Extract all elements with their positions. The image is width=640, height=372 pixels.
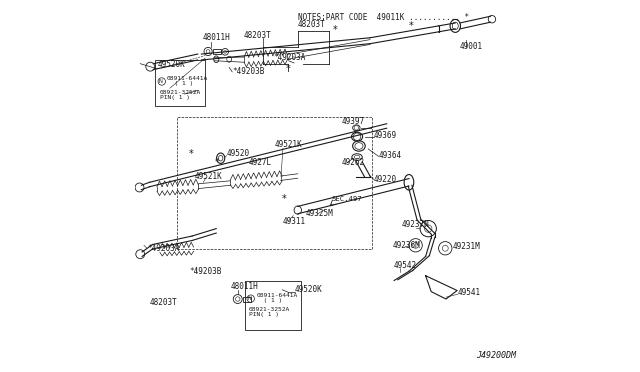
- Bar: [245, 281, 301, 330]
- Text: *49203A: *49203A: [273, 53, 305, 62]
- Bar: [213, 49, 221, 54]
- Text: *: *: [409, 20, 413, 31]
- Text: 49220: 49220: [374, 174, 397, 183]
- Text: 49520: 49520: [227, 149, 250, 158]
- Text: 08921-3252A: 08921-3252A: [160, 90, 201, 95]
- Text: *49203A: *49203A: [147, 244, 179, 253]
- Text: 49311: 49311: [282, 217, 305, 226]
- Text: 49521K: 49521K: [275, 141, 303, 150]
- Text: 49541: 49541: [458, 288, 481, 297]
- Text: *: *: [215, 158, 219, 167]
- Text: *: *: [189, 150, 193, 160]
- Text: 48011H: 48011H: [230, 282, 258, 291]
- Text: N: N: [248, 296, 252, 301]
- Text: N: N: [159, 79, 163, 84]
- Text: SEC.497: SEC.497: [332, 196, 362, 202]
- Text: 49001: 49001: [460, 42, 483, 51]
- Text: 08911-6441A: 08911-6441A: [166, 76, 208, 81]
- Text: 48203T: 48203T: [243, 31, 271, 40]
- Text: NOTES;PART CODE  49011K ........... *: NOTES;PART CODE 49011K ........... *: [298, 13, 469, 22]
- Text: 08921-3252A: 08921-3252A: [249, 307, 290, 312]
- Text: *: *: [286, 64, 291, 74]
- Text: 49520K: 49520K: [295, 285, 323, 294]
- Text: ( 1 ): ( 1 ): [256, 298, 282, 303]
- Text: ( 1 ): ( 1 ): [166, 81, 193, 86]
- Bar: [177, 118, 372, 249]
- Text: 48011H: 48011H: [202, 33, 230, 42]
- Text: 48203T: 48203T: [298, 20, 326, 29]
- Text: 49262: 49262: [342, 157, 365, 167]
- Text: 49231M: 49231M: [452, 242, 481, 251]
- Text: PIN( 1 ): PIN( 1 ): [249, 312, 279, 317]
- Text: 48203T: 48203T: [150, 298, 177, 307]
- Text: J49200DM: J49200DM: [476, 351, 516, 360]
- Bar: [155, 60, 205, 106]
- Text: 49325M: 49325M: [305, 209, 333, 218]
- Text: *: *: [332, 25, 337, 35]
- Text: 49542: 49542: [394, 260, 417, 270]
- Text: 49521K: 49521K: [195, 171, 223, 180]
- Text: 49237N: 49237N: [401, 220, 429, 229]
- Text: 49369: 49369: [374, 131, 397, 140]
- Bar: [243, 297, 251, 302]
- Text: 4927L: 4927L: [249, 157, 272, 167]
- Text: *49203B: *49203B: [232, 67, 264, 76]
- Text: 49520K: 49520K: [157, 60, 186, 70]
- Text: 49236M: 49236M: [392, 241, 420, 250]
- Text: *: *: [282, 194, 287, 204]
- Text: 08911-6441A: 08911-6441A: [256, 293, 298, 298]
- Text: 49397: 49397: [342, 117, 365, 126]
- Text: PIN( 1 ): PIN( 1 ): [160, 95, 190, 100]
- Text: 49364: 49364: [378, 151, 402, 160]
- Text: *49203B: *49203B: [189, 267, 222, 276]
